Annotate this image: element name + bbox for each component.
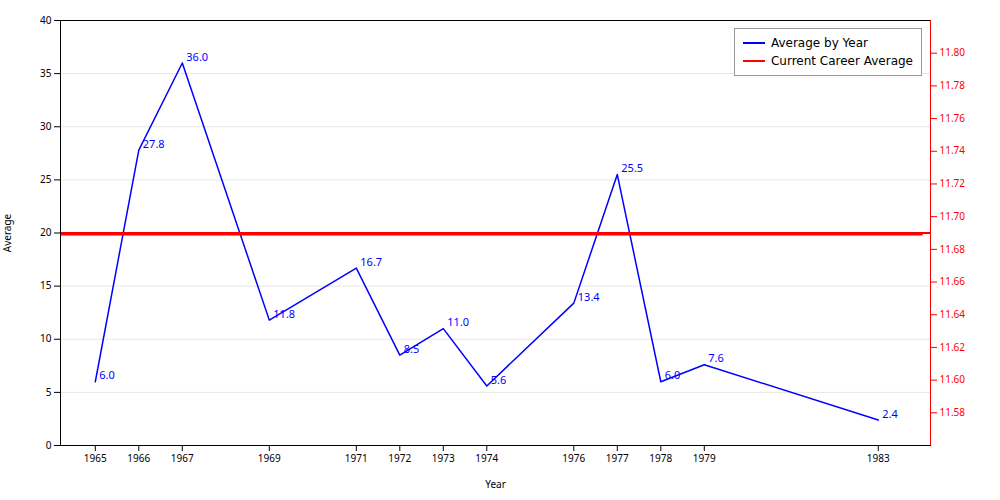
svg-text:11.58: 11.58 bbox=[940, 405, 966, 419]
svg-text:7.6: 7.6 bbox=[708, 350, 724, 365]
svg-text:40: 40 bbox=[40, 13, 52, 27]
svg-text:0: 0 bbox=[46, 438, 52, 452]
svg-text:1976: 1976 bbox=[562, 451, 585, 465]
svg-text:1966: 1966 bbox=[127, 451, 150, 465]
svg-text:11.72: 11.72 bbox=[940, 176, 966, 190]
svg-text:11.68: 11.68 bbox=[940, 242, 966, 256]
svg-text:6.0: 6.0 bbox=[665, 367, 681, 382]
svg-text:35: 35 bbox=[40, 66, 52, 80]
svg-text:1973: 1973 bbox=[432, 451, 455, 465]
svg-text:Average: Average bbox=[0, 213, 14, 252]
svg-text:20: 20 bbox=[40, 225, 52, 239]
html-text:Average by Year: Average by Year bbox=[770, 36, 868, 50]
svg-text:15: 15 bbox=[40, 278, 52, 292]
svg-text:25.5: 25.5 bbox=[621, 160, 643, 175]
svg-text:16.7: 16.7 bbox=[360, 254, 382, 269]
svg-text:11.62: 11.62 bbox=[940, 340, 966, 354]
svg-text:1967: 1967 bbox=[171, 451, 194, 465]
svg-text:27.8: 27.8 bbox=[143, 136, 165, 151]
svg-text:1977: 1977 bbox=[606, 451, 629, 465]
html-text:Current Career Average: Current Career Average bbox=[770, 54, 913, 68]
svg-text:11.70: 11.70 bbox=[940, 209, 966, 223]
svg-text:1969: 1969 bbox=[258, 451, 281, 465]
svg-text:1971: 1971 bbox=[345, 451, 368, 465]
svg-text:25: 25 bbox=[40, 172, 52, 186]
svg-text:1983: 1983 bbox=[867, 451, 890, 465]
svg-text:1965: 1965 bbox=[84, 451, 107, 465]
svg-text:1972: 1972 bbox=[388, 451, 411, 465]
svg-text:11.78: 11.78 bbox=[940, 78, 966, 92]
svg-text:1978: 1978 bbox=[649, 451, 672, 465]
svg-text:Year: Year bbox=[485, 477, 506, 491]
svg-text:5: 5 bbox=[46, 385, 52, 399]
svg-text:36.0: 36.0 bbox=[186, 49, 208, 64]
svg-text:11.74: 11.74 bbox=[940, 143, 966, 157]
svg-text:11.64: 11.64 bbox=[940, 307, 966, 321]
svg-text:30: 30 bbox=[40, 119, 52, 133]
svg-text:11.66: 11.66 bbox=[940, 274, 966, 288]
svg-text:1979: 1979 bbox=[693, 451, 716, 465]
svg-text:11.80: 11.80 bbox=[940, 45, 966, 59]
svg-text:13.4: 13.4 bbox=[578, 289, 601, 304]
svg-text:1974: 1974 bbox=[475, 451, 498, 465]
svg-text:11.8: 11.8 bbox=[273, 306, 295, 321]
svg-text:11.60: 11.60 bbox=[940, 372, 966, 386]
svg-text:11.76: 11.76 bbox=[940, 111, 966, 125]
svg-text:2.4: 2.4 bbox=[882, 406, 898, 421]
svg-text:5.6: 5.6 bbox=[491, 372, 507, 387]
svg-text:6.0: 6.0 bbox=[99, 367, 115, 382]
svg-text:11.0: 11.0 bbox=[447, 314, 469, 329]
svg-text:10: 10 bbox=[40, 331, 52, 345]
svg-text:8.5: 8.5 bbox=[404, 341, 420, 356]
